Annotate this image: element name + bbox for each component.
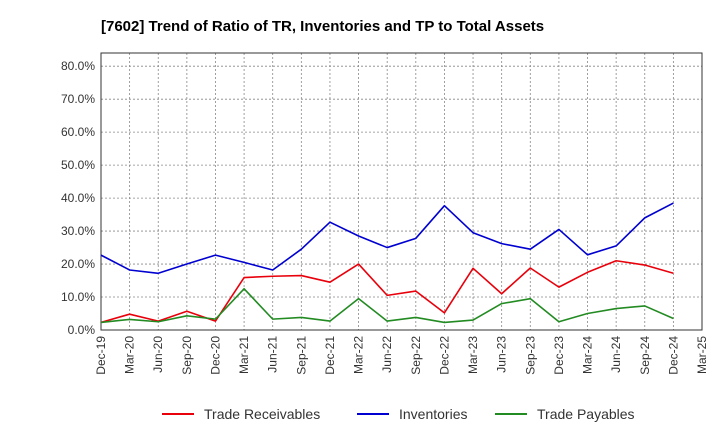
x-axis: Dec-19 Mar-20 Jun-20 Sep-20 Dec-20 Mar-21 Jun-…: [94, 336, 709, 375]
x-tick-label: Sep-21: [294, 336, 308, 375]
x-tick-label: Jun-20: [151, 336, 165, 373]
legend-label: Trade Payables: [537, 406, 635, 422]
y-tick-label: 10.0%: [61, 290, 95, 304]
y-tick-label: 0.0%: [68, 323, 96, 337]
x-tick-label: Sep-20: [180, 336, 194, 375]
y-tick-label: 20.0%: [61, 257, 95, 271]
x-tick-label: Mar-20: [123, 336, 137, 374]
x-tick-label: Mar-23: [466, 336, 480, 374]
x-tick-label: Jun-22: [380, 336, 394, 373]
y-tick-label: 60.0%: [61, 125, 95, 139]
y-tick-label: 80.0%: [61, 59, 95, 73]
chart-title: [7602] Trend of Ratio of TR, Inventories…: [101, 18, 544, 35]
x-tick-label: Dec-19: [94, 336, 108, 375]
x-tick-label: Dec-23: [552, 336, 566, 375]
legend: Trade Receivables Inventories Trade Payabl…: [162, 406, 635, 422]
plot-frame: [100, 52, 703, 331]
y-axis: 0.0% 10.0% 20.0% 30.0% 40.0% 50.0% 60.0% 70.0% 8…: [61, 59, 95, 337]
x-tick-label: Mar-24: [581, 336, 595, 374]
x-tick-label: Jun-21: [266, 336, 280, 373]
x-tick-label: Sep-24: [638, 336, 652, 375]
grid: [101, 53, 702, 331]
legend-label: Inventories: [399, 406, 467, 422]
x-tick-label: Dec-20: [208, 336, 222, 375]
y-tick-label: 40.0%: [61, 191, 95, 205]
x-tick-label: Mar-25: [695, 336, 709, 374]
y-tick-label: 70.0%: [61, 92, 95, 106]
y-tick-label: 30.0%: [61, 224, 95, 238]
x-tick-label: Jun-23: [495, 336, 509, 373]
x-tick-label: Dec-24: [666, 336, 680, 375]
x-tick-label: Mar-22: [352, 336, 366, 374]
x-tick-label: Dec-21: [323, 336, 337, 375]
x-tick-label: Mar-21: [237, 336, 251, 374]
x-tick-label: Sep-22: [409, 336, 423, 375]
legend-label: Trade Receivables: [204, 406, 320, 422]
series-layer: [100, 202, 674, 324]
y-tick-label: 50.0%: [61, 158, 95, 172]
x-tick-label: Dec-22: [437, 336, 451, 375]
x-tick-label: Sep-23: [523, 336, 537, 375]
x-tick-label: Jun-24: [609, 336, 623, 373]
